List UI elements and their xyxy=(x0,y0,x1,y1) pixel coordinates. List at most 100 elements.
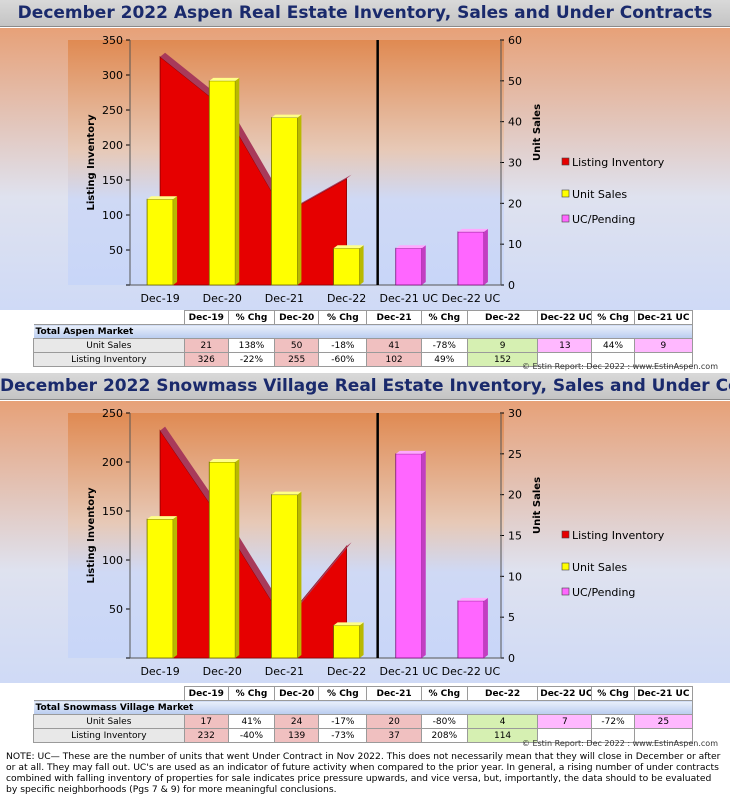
unit-sales-bar-side xyxy=(173,516,178,658)
legend-uc-pending-swatch xyxy=(561,587,570,596)
copyright-text: © Estin Report: Dec 2022 : www.EstinAspe… xyxy=(521,362,718,371)
table-cell: -73% xyxy=(318,728,368,743)
legend-unit-sales-swatch xyxy=(561,189,570,198)
unit-sales-bar xyxy=(271,494,298,659)
table-cell: 41 xyxy=(366,338,422,353)
y-axis-title: Listing Inventory xyxy=(86,487,97,584)
unit-sales-bar-top xyxy=(333,622,364,626)
table-cell xyxy=(633,728,694,743)
legend-uc-pending-swatch xyxy=(561,214,570,223)
unit-sales-bar-top xyxy=(271,114,302,118)
table-row: Listing Inventory 232 -40% 139 -73% 37 208% 114 xyxy=(33,728,694,743)
y2-tick-label: 20 xyxy=(508,489,522,502)
uc-pending-bar-side xyxy=(421,245,426,285)
uc-pending-bar-side xyxy=(483,228,488,285)
unit-sales-bar-top xyxy=(209,459,240,462)
table-cell: 255 xyxy=(274,352,320,367)
table-cell: 50 xyxy=(274,338,320,353)
uc-pending-bar-top xyxy=(457,228,488,232)
table-header: Dec-22 UC xyxy=(537,686,593,701)
x-tick-label: Dec-21 UC xyxy=(380,665,439,678)
unit-sales-bar-top xyxy=(147,516,178,520)
table-header: Dec-19 xyxy=(183,310,229,325)
unit-sales-bar-side xyxy=(235,459,240,658)
aspen-panel: December 2022 Aspen Real Estate Inventor… xyxy=(0,0,730,372)
unit-sales-bar-side xyxy=(173,196,178,285)
y-tick-label: 50 xyxy=(109,244,123,257)
table-cell: 20 xyxy=(366,714,422,729)
table-cell: -40% xyxy=(227,728,276,743)
x-tick-label: Dec-22 UC xyxy=(442,665,501,678)
table-cell: 21 xyxy=(183,338,229,353)
legend-listing-inventory-label: Listing Inventory xyxy=(572,529,665,542)
table-header: % Chg xyxy=(591,686,635,701)
uc-pending-bar-side xyxy=(483,597,488,658)
table-header: % Chg xyxy=(227,686,276,701)
footnote: NOTE: UC— These are the number of units … xyxy=(6,751,721,795)
table-header: % Chg xyxy=(318,686,368,701)
y2-tick-label: 10 xyxy=(508,570,522,583)
table-cell: 24 xyxy=(274,714,320,729)
table-cell: 49% xyxy=(420,352,468,367)
x-tick-label: Dec-22 UC xyxy=(442,292,501,305)
chart-title: December 2022 Snowmass Village Real Esta… xyxy=(0,373,730,400)
y-tick-label: 100 xyxy=(102,209,123,222)
table-row: Unit Sales 17 41% 24 -17% 20 -80% 4 7 -72% 25 xyxy=(33,714,694,729)
x-tick-label: Dec-22 xyxy=(327,665,366,678)
table-cell: -72% xyxy=(591,714,635,729)
x-tick-label: Dec-22 xyxy=(327,292,366,305)
table-header: Dec-21 xyxy=(366,686,422,701)
table-cell: -78% xyxy=(420,338,468,353)
table-header: Dec-21 UC xyxy=(633,686,694,701)
y-tick-label: 250 xyxy=(102,104,123,117)
x-tick-label: Dec-19 xyxy=(140,292,179,305)
uc-pending-bar-top xyxy=(395,245,426,249)
copyright-text: © Estin Report: Dec 2022 : www.EstinAspe… xyxy=(521,739,718,748)
unit-sales-bar xyxy=(333,624,360,659)
table-header: % Chg xyxy=(318,310,368,325)
unit-sales-bar-side xyxy=(297,114,302,285)
x-tick-label: Dec-21 xyxy=(265,665,304,678)
table-corner xyxy=(34,311,185,325)
chart-title: December 2022 Aspen Real Estate Inventor… xyxy=(0,0,730,27)
table-cell: 13 xyxy=(537,338,593,353)
table-cell: -17% xyxy=(318,714,368,729)
y2-tick-label: 60 xyxy=(508,34,522,47)
aspen-data-table: Dec-19% Chg Dec-20% Chg Dec-21% Chg Dec-22 D… xyxy=(33,310,694,367)
y-tick-label: 350 xyxy=(102,34,123,47)
table-header: % Chg xyxy=(420,310,468,325)
table-cell: 4 xyxy=(466,714,539,729)
unit-sales-bar-top xyxy=(147,196,178,200)
table-cell: 326 xyxy=(183,352,229,367)
table-cell: 152 xyxy=(466,352,539,367)
unit-sales-bar-top xyxy=(333,245,364,249)
uc-pending-bar-top xyxy=(457,597,488,601)
unit-sales-bar xyxy=(146,518,174,659)
table-header: Dec-22 UC xyxy=(537,310,593,325)
table-row: Listing Inventory 326 -22% 255 -60% 102 49% 152 xyxy=(33,352,694,367)
unit-sales-bar xyxy=(271,117,298,286)
table-cell: -22% xyxy=(227,352,276,367)
y-tick-label: 300 xyxy=(102,69,123,82)
unit-sales-bar xyxy=(146,198,174,286)
y-tick-label: 150 xyxy=(102,505,123,518)
uc-pending-bar xyxy=(457,231,485,286)
table-cell: 138% xyxy=(227,338,276,353)
uc-pending-bar-side xyxy=(421,450,426,658)
row-label: Listing Inventory xyxy=(33,352,185,367)
y2-tick-label: 30 xyxy=(508,407,522,420)
table-header: Dec-22 xyxy=(466,686,539,701)
unit-sales-bar-top xyxy=(271,491,302,495)
legend-uc-pending-label: UC/Pending xyxy=(572,213,635,226)
y-tick-label: 50 xyxy=(109,603,123,616)
unit-sales-bar-side xyxy=(297,491,302,658)
table-header: Dec-22 xyxy=(466,310,539,325)
table-cell: -80% xyxy=(420,714,468,729)
table-row: Unit Sales 21 138% 50 -18% 41 -78% 9 13 44% 9 xyxy=(33,338,694,353)
table-cell: 44% xyxy=(591,338,635,353)
table-header: % Chg xyxy=(591,310,635,325)
x-tick-label: Dec-20 xyxy=(203,292,242,305)
table-cell: 232 xyxy=(183,728,229,743)
